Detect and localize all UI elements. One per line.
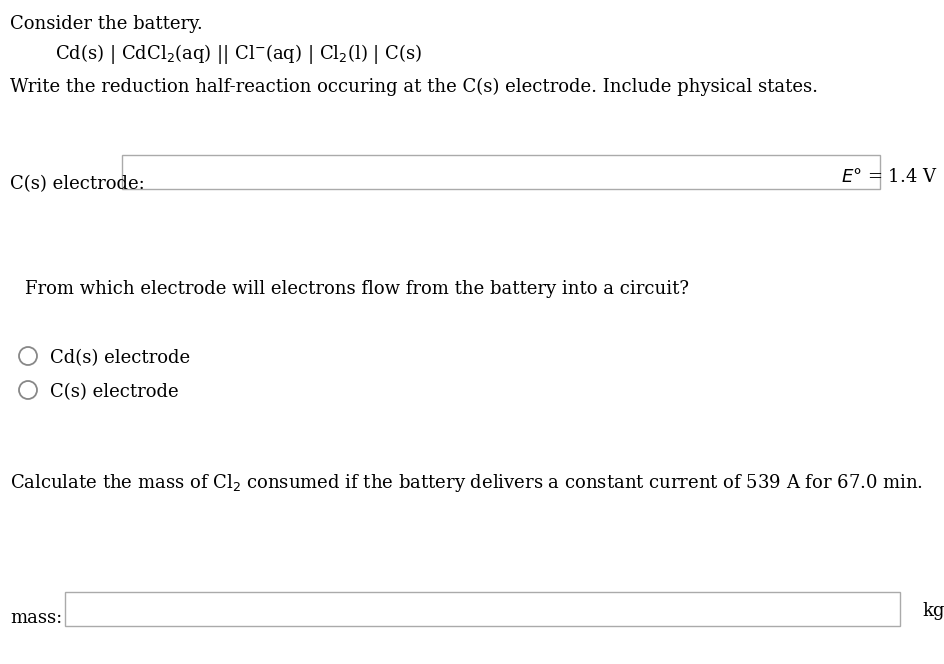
Text: C(s) electrode:: C(s) electrode: [10,175,144,193]
Text: kg: kg [921,602,943,620]
Text: From which electrode will electrons flow from the battery into a circuit?: From which electrode will electrons flow… [25,280,688,298]
FancyBboxPatch shape [122,155,879,189]
Text: $E$° = 1.4 V: $E$° = 1.4 V [840,168,937,186]
Text: Write the reduction half-reaction occuring at the C(s) electrode. Include physic: Write the reduction half-reaction occuri… [10,78,818,96]
Text: Cd(s) electrode: Cd(s) electrode [50,349,190,367]
Text: C(s) electrode: C(s) electrode [50,383,178,401]
Text: Consider the battery.: Consider the battery. [10,15,203,33]
FancyBboxPatch shape [65,592,899,626]
Text: mass:: mass: [10,609,62,627]
Text: Cd(s) | CdCl$_2$(aq) || Cl$^{-}$(aq) | Cl$_2$(l) | C(s): Cd(s) | CdCl$_2$(aq) || Cl$^{-}$(aq) | C… [55,42,422,66]
Text: Calculate the mass of Cl$_2$ consumed if the battery delivers a constant current: Calculate the mass of Cl$_2$ consumed if… [10,472,922,494]
